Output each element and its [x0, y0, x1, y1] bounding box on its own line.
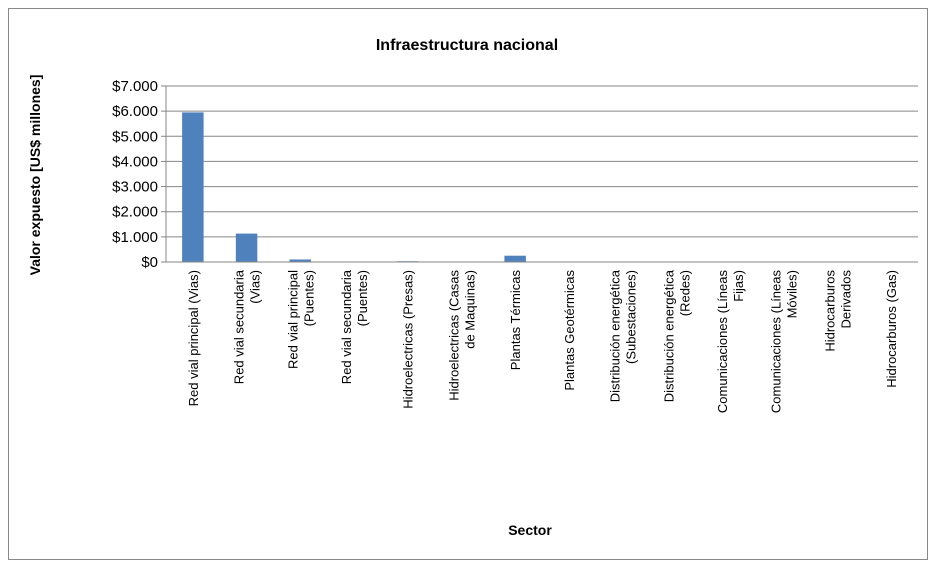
x-tick-label: Distribución energética(Redes)	[661, 269, 692, 402]
bar	[235, 233, 258, 262]
x-tick-label: Plantas Geotérmicas	[562, 270, 577, 391]
y-tick-label: $0	[141, 254, 158, 271]
y-tick-label: $3.000	[112, 179, 158, 196]
y-tick-label: $1.000	[112, 229, 158, 246]
chart-border	[8, 8, 928, 560]
chart-title: Infraestructura nacional	[376, 37, 558, 54]
x-tick-label: Red vial secundaria(Puentes)	[339, 269, 370, 384]
y-tick-label: $6.000	[112, 103, 158, 120]
bar	[182, 112, 204, 263]
y-axis-label: Valor expuesto [US$ millones]	[27, 75, 43, 276]
y-tick-label: $2.000	[112, 204, 158, 221]
x-tick-label: Plantas Térmicas	[508, 270, 523, 371]
x-tick-label: Hidroelectricas (Presas)	[401, 270, 416, 409]
x-tick-label: Hidrocarburos (Gas)	[884, 270, 899, 388]
y-tick-label: $7.000	[112, 78, 158, 95]
bar	[289, 259, 312, 262]
x-tick-label: HidrocarburosDerivados	[822, 270, 853, 352]
bar	[504, 255, 526, 262]
x-tick-label: Comunicaciones (LíneasFijas)	[715, 270, 746, 414]
x-tick-label: Comunicaciones (LíneasMóviles)	[769, 270, 800, 414]
y-tick-label: $5.000	[112, 128, 158, 145]
x-tick-label: Red vial principal (Vias)	[186, 270, 201, 406]
x-tick-label: Distribución energética(Subestaciones)	[608, 269, 639, 402]
x-axis-label: Sector	[508, 522, 552, 538]
y-tick-label: $4.000	[112, 153, 158, 170]
x-tick-label: Hidroelectricas (Casasde Maquinas)	[446, 270, 477, 401]
x-tick-label: Red vial principal(Puentes)	[285, 270, 316, 369]
x-tick-label: Red vial secundaria(Vias)	[232, 269, 263, 384]
